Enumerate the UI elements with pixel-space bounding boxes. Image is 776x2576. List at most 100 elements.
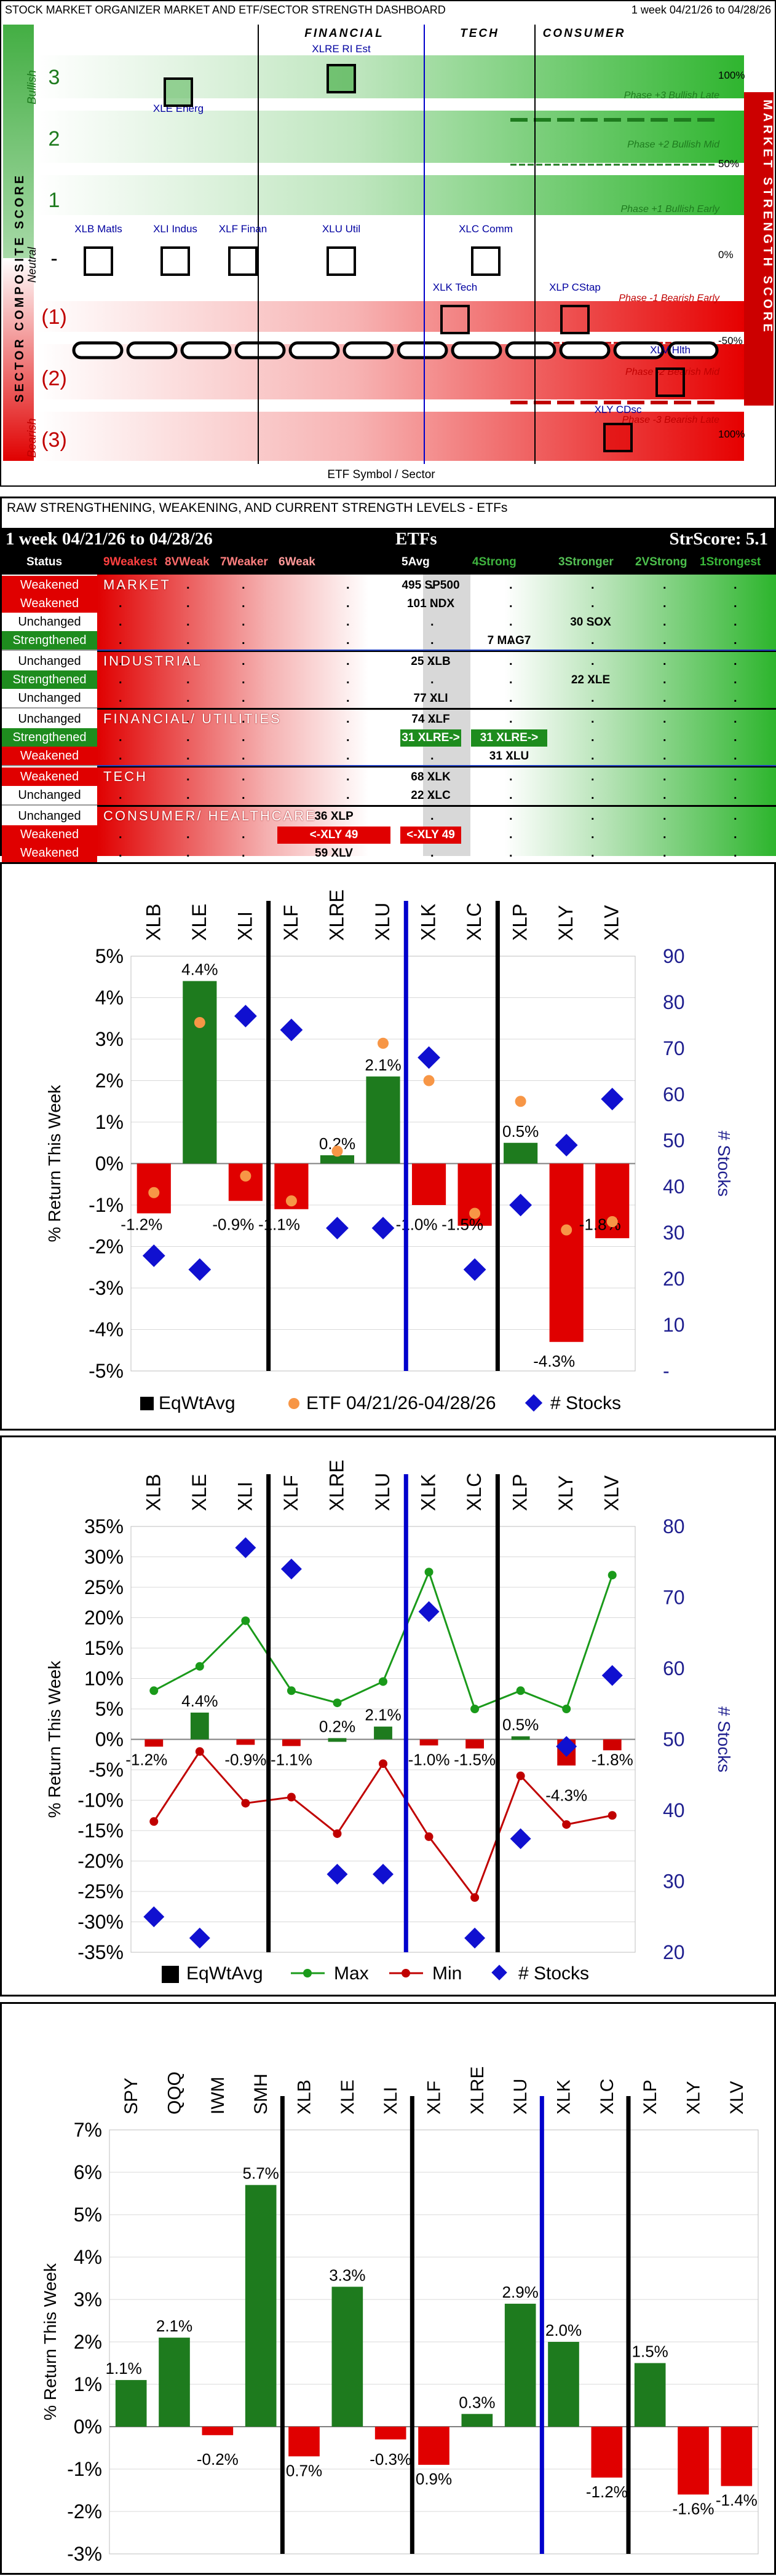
row-dot: . bbox=[734, 731, 737, 744]
y-tick: 15% bbox=[84, 1637, 124, 1659]
y-tick: -1% bbox=[67, 2458, 102, 2480]
y-axis-label: % Return This Week bbox=[45, 1660, 64, 1818]
row-dot: . bbox=[346, 654, 350, 668]
x-tick-XLB: XLB bbox=[142, 1474, 164, 1511]
row-dot: . bbox=[186, 846, 190, 860]
neutral-label: Neutral bbox=[26, 246, 38, 283]
bullish-band-2 bbox=[37, 111, 744, 163]
x-tick-XLRE: XLRE bbox=[467, 2067, 488, 2115]
y-tick: 5% bbox=[95, 1698, 124, 1720]
x-tick-XLV: XLV bbox=[601, 905, 623, 941]
row-status: Unchanged bbox=[2, 710, 97, 729]
strength-pill-7 bbox=[451, 341, 502, 359]
row-dot: . bbox=[186, 578, 190, 592]
row-dot: . bbox=[186, 712, 190, 726]
x-tick-XLE: XLE bbox=[188, 904, 210, 941]
x-tick-XLF: XLF bbox=[280, 1475, 302, 1511]
group-label-3: TECH bbox=[103, 769, 148, 784]
y2-tick: 80 bbox=[663, 1515, 685, 1537]
row-dot: . bbox=[430, 578, 434, 592]
row-dot: . bbox=[242, 578, 245, 592]
x-tick-XLU: XLU bbox=[510, 2079, 531, 2115]
y2-axis-label: # Stocks bbox=[715, 1131, 734, 1196]
table-etfs: ETFs bbox=[395, 529, 437, 549]
row-dot: . bbox=[663, 846, 667, 860]
group-label-1: INDUSTRIAL bbox=[103, 653, 202, 669]
row-status: Weakened bbox=[2, 747, 97, 766]
row-dot: . bbox=[346, 673, 350, 686]
table-header: 1 week 04/21/26 to 04/28/26 ETFs StrScor… bbox=[2, 528, 774, 551]
row-dot: . bbox=[430, 654, 434, 668]
data-label-XLE: 3.3% bbox=[329, 2266, 365, 2284]
row-status: Weakened bbox=[2, 825, 97, 845]
stocks-marker-XLK bbox=[418, 1601, 440, 1622]
table-row: Unchanged......... 22 XLC bbox=[2, 786, 774, 806]
group-separator bbox=[97, 650, 776, 652]
row-dot: . bbox=[509, 615, 513, 629]
min-point-XLP bbox=[516, 1771, 525, 1780]
data-label-QQQ: 2.1% bbox=[156, 2317, 192, 2335]
row-cell-avg: 77 XLI bbox=[413, 692, 448, 705]
y-tick: 3% bbox=[74, 2288, 102, 2311]
data-label-SPY: 1.1% bbox=[106, 2359, 142, 2378]
x-tick-XLY: XLY bbox=[555, 1475, 577, 1511]
row-dot: . bbox=[119, 673, 122, 686]
group-label-2: CONSUMER bbox=[543, 27, 626, 40]
row-dot: . bbox=[734, 770, 737, 783]
level-5: (2) bbox=[41, 367, 67, 390]
row-dot: . bbox=[591, 828, 595, 841]
row-dot: . bbox=[119, 615, 122, 629]
row-dot: . bbox=[119, 712, 122, 726]
x-tick-XLC: XLC bbox=[597, 2079, 617, 2115]
strength-pill-2 bbox=[180, 341, 232, 359]
data-label-XLB: -1.2% bbox=[125, 1751, 167, 1769]
bar-XLF bbox=[418, 2427, 449, 2465]
row-dot: . bbox=[346, 597, 350, 610]
row-dot: . bbox=[346, 749, 350, 763]
max-point-XLB bbox=[149, 1686, 159, 1695]
dashboard-period: 1 week 04/21/26 to 04/28/26 bbox=[631, 4, 771, 16]
row-dot: . bbox=[663, 615, 667, 629]
legend-min-marker bbox=[402, 1969, 410, 1977]
y-tick: -35% bbox=[77, 1941, 124, 1963]
stocks-marker-XLC bbox=[464, 1927, 486, 1949]
row-status: Unchanged bbox=[2, 786, 97, 806]
table-row: Weakened......... 495 SP500 bbox=[2, 576, 774, 595]
x-tick-IWM: IWM bbox=[208, 2076, 228, 2115]
data-label-XLI: -0.9% bbox=[212, 1215, 254, 1234]
row-cell-avg: 74 XLF bbox=[411, 713, 450, 726]
y-tick: 35% bbox=[84, 1515, 124, 1537]
min-point-XLK bbox=[424, 1832, 434, 1841]
table-row: Weakened......... 31 XLU bbox=[2, 747, 774, 766]
bar-XLK bbox=[411, 1163, 446, 1205]
strength-pill-1 bbox=[126, 341, 178, 359]
row-dot: . bbox=[242, 731, 245, 744]
bar-IWM bbox=[202, 2427, 234, 2435]
etf-dot-XLRE bbox=[331, 1145, 343, 1157]
etf-label-10: XLY CDsc bbox=[595, 404, 642, 415]
data-label-XLC: -1.2% bbox=[586, 2483, 628, 2501]
stocks-marker-XLRE bbox=[327, 1863, 348, 1885]
x-tick-SPY: SPY bbox=[121, 2078, 141, 2115]
y2-tick: 70 bbox=[663, 1587, 685, 1609]
bar-XLF bbox=[282, 1739, 301, 1746]
x-tick-XLF: XLF bbox=[280, 905, 302, 941]
etf-box-5 bbox=[327, 246, 356, 276]
row-status: Unchanged bbox=[2, 613, 97, 632]
row-dot: . bbox=[119, 691, 122, 705]
etf-dot-XLV bbox=[606, 1216, 618, 1227]
row-dot: . bbox=[430, 673, 434, 686]
max-point-XLRE bbox=[333, 1698, 342, 1708]
bar-XLU bbox=[374, 1726, 392, 1740]
row-dot: . bbox=[346, 731, 350, 744]
row-dot: . bbox=[663, 673, 667, 686]
max-point-XLP bbox=[516, 1686, 525, 1695]
row-dot: . bbox=[186, 634, 190, 647]
stocks-marker-XLF bbox=[280, 1558, 302, 1580]
col-header-5: 5Avg bbox=[402, 556, 430, 568]
group-separator bbox=[97, 766, 776, 768]
row-dot: . bbox=[186, 770, 190, 783]
y-tick: 0% bbox=[95, 1729, 124, 1751]
y-tick: -2% bbox=[67, 2500, 102, 2523]
etf-label-8: XLP CStap bbox=[549, 281, 601, 293]
